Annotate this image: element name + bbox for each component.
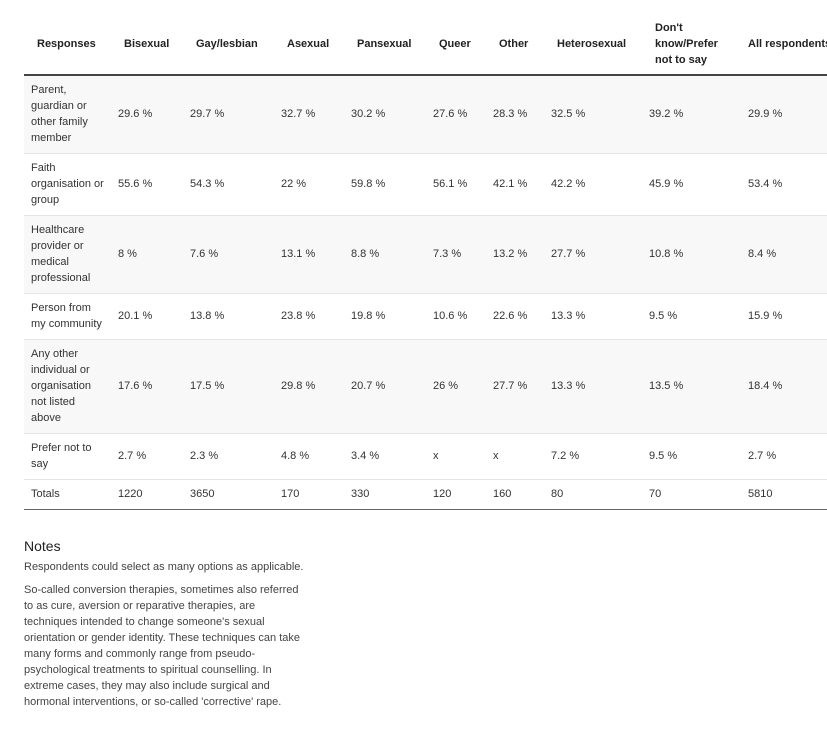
column-header: Asexual xyxy=(274,15,344,76)
table-cell: 7.3 % xyxy=(426,215,486,294)
table-row: Faith organisation or group 55.6 % 54.3 % 2… xyxy=(24,153,827,216)
table-cell: 18.4 % xyxy=(741,339,827,434)
table-cell: 54.3 % xyxy=(183,153,274,216)
table-cell: 7.2 % xyxy=(544,433,642,480)
row-label: Any other individual or organisation not… xyxy=(24,339,111,434)
column-header: Don't know/Prefer not to say xyxy=(642,15,741,76)
table-cell: 8 % xyxy=(111,215,183,294)
table-cell: 56.1 % xyxy=(426,153,486,216)
responses-table: Responses Bisexual Gay/lesbian Asexual Panse… xyxy=(24,15,827,510)
column-header: Pansexual xyxy=(344,15,426,76)
table-cell: 17.5 % xyxy=(183,339,274,434)
table-cell: 20.7 % xyxy=(344,339,426,434)
table-cell: 13.2 % xyxy=(486,215,544,294)
table-cell: x xyxy=(486,433,544,480)
row-label: Parent, guardian or other family member xyxy=(24,75,111,154)
notes-paragraph: So-called conversion therapies, sometime… xyxy=(24,584,300,708)
table-cell: 5810 xyxy=(741,479,827,510)
table-cell: 9.5 % xyxy=(642,433,741,480)
column-header: Gay/lesbian xyxy=(183,15,274,76)
table-cell: 27.7 % xyxy=(486,339,544,434)
table-cell: 32.7 % xyxy=(274,75,344,154)
table-cell: 13.1 % xyxy=(274,215,344,294)
table-row: Prefer not to say 2.7 % 2.3 % 4.8 % 3.4 % x x 7… xyxy=(24,433,827,480)
table-row: Any other individual or organisation not… xyxy=(24,339,827,434)
row-label: Totals xyxy=(24,479,111,510)
table-cell: 160 xyxy=(486,479,544,510)
table-cell: 8.4 % xyxy=(741,215,827,294)
table-cell: 23.8 % xyxy=(274,293,344,340)
table-cell: x xyxy=(426,433,486,480)
table-cell: 15.9 % xyxy=(741,293,827,340)
row-label: Person from my community xyxy=(24,293,111,340)
table-cell: 45.9 % xyxy=(642,153,741,216)
table-cell: 27.7 % xyxy=(544,215,642,294)
table-cell: 10.8 % xyxy=(642,215,741,294)
row-label: Prefer not to say xyxy=(24,433,111,480)
table-cell: 13.3 % xyxy=(544,339,642,434)
column-header: Other xyxy=(486,15,544,76)
data-table-container: Responses Bisexual Gay/lesbian Asexual Panse… xyxy=(24,15,827,510)
table-cell: 26 % xyxy=(426,339,486,434)
table-cell: 13.5 % xyxy=(642,339,741,434)
table-cell: 27.6 % xyxy=(426,75,486,154)
column-header: All respondents xyxy=(741,15,827,76)
table-cell: 32.5 % xyxy=(544,75,642,154)
table-cell: 80 xyxy=(544,479,642,510)
notes-title: Notes xyxy=(24,538,61,554)
table-cell: 13.3 % xyxy=(544,293,642,340)
table-cell: 55.6 % xyxy=(111,153,183,216)
notes-section: Notes Respondents could select as many o… xyxy=(24,537,309,717)
table-row: Parent, guardian or other family member 2… xyxy=(24,75,827,154)
table-row: Person from my community 20.1 % 13.8 % 23.8… xyxy=(24,293,827,340)
table-cell: 28.3 % xyxy=(486,75,544,154)
table-cell: 10.6 % xyxy=(426,293,486,340)
column-header: Heterosexual xyxy=(544,15,642,76)
column-header: Responses xyxy=(24,15,111,76)
table-cell: 29.6 % xyxy=(111,75,183,154)
table-cell: 3.4 % xyxy=(344,433,426,480)
table-cell: 59.8 % xyxy=(344,153,426,216)
table-cell: 29.8 % xyxy=(274,339,344,434)
table-cell: 7.6 % xyxy=(183,215,274,294)
row-label: Faith organisation or group xyxy=(24,153,111,216)
table-cell: 4.8 % xyxy=(274,433,344,480)
table-cell: 17.6 % xyxy=(111,339,183,434)
table-cell: 9.5 % xyxy=(642,293,741,340)
table-cell: 2.3 % xyxy=(183,433,274,480)
table-cell: 3650 xyxy=(183,479,274,510)
table-cell: 120 xyxy=(426,479,486,510)
table-cell: 1220 xyxy=(111,479,183,510)
table-cell: 13.8 % xyxy=(183,293,274,340)
table-cell: 330 xyxy=(344,479,426,510)
table-header-row: Responses Bisexual Gay/lesbian Asexual Panse… xyxy=(24,15,827,76)
table-cell: 42.2 % xyxy=(544,153,642,216)
table-cell: 39.2 % xyxy=(642,75,741,154)
table-cell: 29.7 % xyxy=(183,75,274,154)
table-cell: 20.1 % xyxy=(111,293,183,340)
table-cell: 53.4 % xyxy=(741,153,827,216)
table-cell: 30.2 % xyxy=(344,75,426,154)
table-cell: 29.9 % xyxy=(741,75,827,154)
table-cell: 2.7 % xyxy=(741,433,827,480)
table-cell: 170 xyxy=(274,479,344,510)
table-cell: 2.7 % xyxy=(111,433,183,480)
table-cell: 22.6 % xyxy=(486,293,544,340)
totals-row: Totals 1220 3650 170 330 120 160 80 70 5810 xyxy=(24,479,827,510)
table-row: Healthcare provider or medical professio… xyxy=(24,215,827,294)
table-cell: 22 % xyxy=(274,153,344,216)
column-header: Queer xyxy=(426,15,486,76)
row-label: Healthcare provider or medical professio… xyxy=(24,215,111,294)
notes-paragraph: Respondents could select as many options… xyxy=(24,561,304,573)
table-cell: 42.1 % xyxy=(486,153,544,216)
column-header: Bisexual xyxy=(111,15,183,76)
table-cell: 70 xyxy=(642,479,741,510)
table-cell: 8.8 % xyxy=(344,215,426,294)
table-cell: 19.8 % xyxy=(344,293,426,340)
